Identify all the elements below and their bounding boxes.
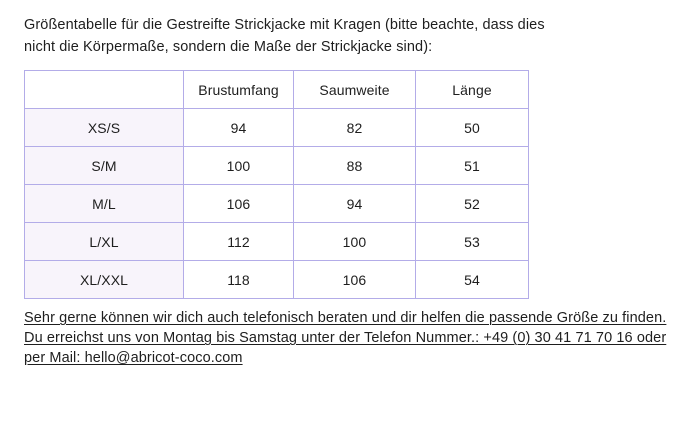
value-cell: 50 — [415, 108, 529, 147]
value-cell: 100 — [293, 222, 416, 261]
value-cell: 88 — [293, 146, 416, 185]
table-header-row: Brustumfang Saumweite Länge — [24, 70, 529, 109]
table-row-xl-xxl: XL/XXL 118 106 54 — [24, 260, 529, 299]
size-label: M/L — [24, 184, 184, 223]
size-label: S/M — [24, 146, 184, 185]
header-cell-brustumfang: Brustumfang — [183, 70, 294, 109]
value-cell: 118 — [183, 260, 294, 299]
contact-line-3[interactable]: per Mail: hello@abricot-coco.com — [24, 350, 243, 366]
value-cell: 112 — [183, 222, 294, 261]
intro-text: Größentabelle für die Gestreifte Strickj… — [24, 15, 670, 58]
table-row-s-m: S/M 100 88 51 — [24, 146, 529, 185]
table-row-m-l: M/L 106 94 52 — [24, 184, 529, 223]
value-cell: 94 — [183, 108, 294, 147]
intro-line-2: nicht die Körpermaße, sondern die Maße d… — [24, 38, 433, 55]
value-cell: 106 — [183, 184, 294, 223]
value-cell: 94 — [293, 184, 416, 223]
value-cell: 106 — [293, 260, 416, 299]
contact-link[interactable]: Sehr gerne können wir dich auch telefoni… — [24, 308, 670, 368]
size-label: XL/XXL — [24, 260, 184, 299]
header-cell-size — [24, 70, 184, 109]
value-cell: 53 — [415, 222, 529, 261]
size-guide-section: Größentabelle für die Gestreifte Strickj… — [24, 15, 670, 368]
value-cell: 82 — [293, 108, 416, 147]
value-cell: 100 — [183, 146, 294, 185]
header-cell-laenge: Länge — [415, 70, 529, 109]
size-label: XS/S — [24, 108, 184, 147]
intro-line-1: Größentabelle für die Gestreifte Strickj… — [24, 17, 545, 33]
header-cell-saumweite: Saumweite — [293, 70, 416, 109]
size-table: Brustumfang Saumweite Länge XS/S 94 82 5… — [24, 70, 529, 299]
table-row-l-xl: L/XL 112 100 53 — [24, 222, 529, 261]
table-row-xs-s: XS/S 94 82 50 — [24, 108, 529, 147]
size-label: L/XL — [24, 222, 184, 261]
contact-line-1[interactable]: Sehr gerne können wir dich auch telefoni… — [24, 310, 667, 326]
value-cell: 52 — [415, 184, 529, 223]
value-cell: 54 — [415, 260, 529, 299]
value-cell: 51 — [415, 146, 529, 185]
contact-line-2[interactable]: Du erreichst uns von Montag bis Samstag … — [24, 330, 667, 346]
